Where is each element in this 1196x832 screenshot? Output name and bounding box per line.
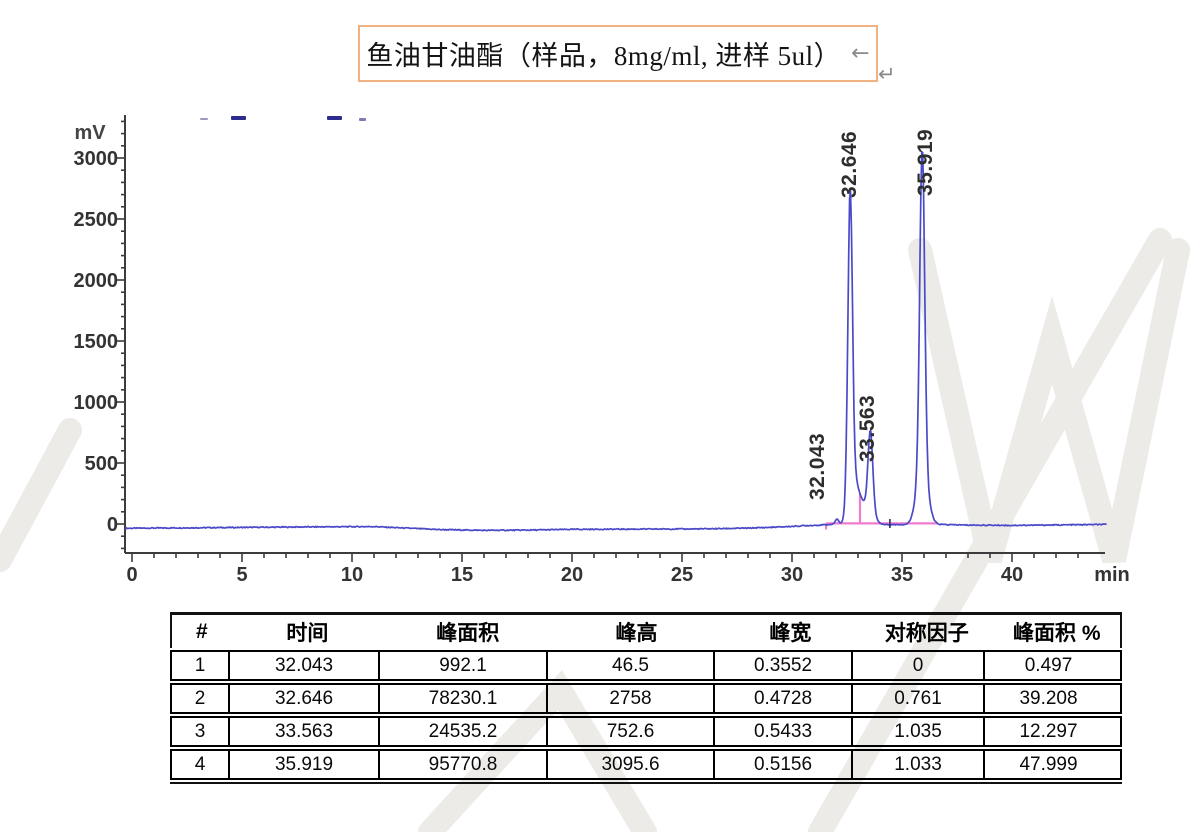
peak-retention-label: 33.563: [856, 395, 879, 462]
x-tick-label: 30: [781, 564, 803, 586]
peak-table-cell: 992.1: [380, 652, 548, 679]
x-tick-label: 40: [1001, 564, 1023, 586]
y-axis-unit-label: mV: [74, 122, 106, 144]
clipped-ink-mark: [359, 118, 366, 121]
peak-table-cell: 47.999: [1019, 753, 1078, 775]
peak-table-cell: 78230.1: [380, 685, 548, 712]
peak-table-cell: 4: [172, 751, 230, 778]
peak-table-cell: 0.4728: [715, 685, 853, 712]
y-tick-label: 500: [85, 453, 118, 475]
x-tick-label: 5: [236, 564, 247, 586]
peak-table-cell: 2758: [548, 685, 715, 712]
peak-table-header-cell: 对称因子: [884, 621, 969, 645]
peak-table-header-cell: 峰面积: [436, 621, 500, 645]
peak-table-cell: 0.5156: [715, 751, 853, 778]
axes: [124, 115, 1105, 554]
peak-table-header: # 时间 峰面积 峰高 峰宽 对称因子 峰面积 %: [170, 612, 1122, 648]
x-tick-label: 20: [561, 564, 583, 586]
y-tick-label: 3000: [74, 148, 119, 170]
x-tick-label: 0: [126, 564, 137, 586]
sample-title-box: 鱼油甘油酯（样品，8mg/ml, 进样 5ul） ←: [358, 25, 878, 82]
peak-table-header-cell: 峰高: [615, 621, 658, 645]
x-tick-label: 15: [451, 564, 473, 586]
peak-table-cell: 3095.6: [548, 751, 715, 778]
peak-table-cell: 46.5: [548, 652, 715, 679]
clipped-ink-mark: [231, 116, 246, 120]
watermark-strokes: [0, 228, 1190, 832]
y-tick-label: 1500: [74, 331, 119, 353]
y-tick-label: 2500: [74, 209, 119, 231]
peak-table-header-cell: 时间: [286, 621, 329, 645]
peak-table-cell: 0: [853, 652, 985, 679]
peak-table-header-cell: 峰面积 %: [1013, 621, 1101, 645]
y-tick-label: 0: [107, 514, 118, 536]
peak-table-row: 3 33.563 24535.2 752.6 0.5433 1.035 12.297: [170, 716, 1122, 747]
peak-table-cell: 1: [172, 652, 230, 679]
peak-table-cell: 1.033: [853, 751, 985, 778]
peak-table-cell: 0.497: [1024, 654, 1073, 676]
x-tick-label: 25: [671, 564, 693, 586]
x-tick-label: 35: [891, 564, 913, 586]
peak-table-cell: 24535.2: [380, 718, 548, 745]
peak-table-cell: 2: [172, 685, 230, 712]
peak-table-row: 4 35.919 95770.8 3095.6 0.5156 1.033 47.999: [170, 749, 1122, 780]
paragraph-return-icon: ←: [851, 41, 870, 66]
x-axis-ticks: [131, 553, 1079, 562]
y-tick-label: 2000: [74, 270, 119, 292]
peak-table-row: 2 32.646 78230.1 2758 0.4728 0.761 39.208: [170, 683, 1122, 714]
peak-table-cell: 0.5433: [715, 718, 853, 745]
peak-table-cell: 0.3552: [715, 652, 853, 679]
line-break-icon: ↵: [878, 62, 896, 86]
peak-table-cell: 33.563: [230, 718, 380, 745]
peak-table-cell: 3: [172, 718, 230, 745]
peak-table-cell: 752.6: [548, 718, 715, 745]
peak-table-cell: 39.208: [1019, 687, 1078, 709]
peak-table-row: 1 32.043 992.1 46.5 0.3552 0 0.497: [170, 650, 1122, 681]
detector-trace: [124, 150, 1107, 532]
peak-retention-label: 35.919: [914, 129, 937, 196]
peak-table-cell: 35.919: [230, 751, 380, 778]
peak-table-header-cell: #: [196, 619, 208, 643]
x-tick-label: 10: [341, 564, 363, 586]
y-tick-label: 1000: [74, 392, 119, 414]
peak-retention-label: 32.043: [806, 433, 829, 500]
peak-table-bottom-rule: [170, 782, 1122, 784]
peak-table-cell: 32.043: [230, 652, 380, 679]
clipped-ink-mark: [327, 116, 342, 120]
peak-table-cell: 1.035: [853, 718, 985, 745]
y-axis-ticks: [117, 120, 125, 550]
peak-table-header-cell: 峰宽: [769, 621, 812, 645]
clipped-ink-mark: [200, 118, 208, 120]
peak-table-cell: 95770.8: [380, 751, 548, 778]
peak-table-cell: 0.761: [853, 685, 985, 712]
peak-table-cell: 32.646: [230, 685, 380, 712]
peak-table: # 时间 峰面积 峰高 峰宽 对称因子 峰面积 % 1 32.043 992.1 46.5 0.355…: [170, 612, 1122, 784]
sample-title: 鱼油甘油酯（样品，8mg/ml, 进样 5ul）: [366, 41, 842, 71]
peak-table-cell: 12.297: [1019, 720, 1078, 742]
x-axis-unit-label: min: [1094, 564, 1130, 586]
peak-retention-label: 32.646: [838, 131, 861, 198]
